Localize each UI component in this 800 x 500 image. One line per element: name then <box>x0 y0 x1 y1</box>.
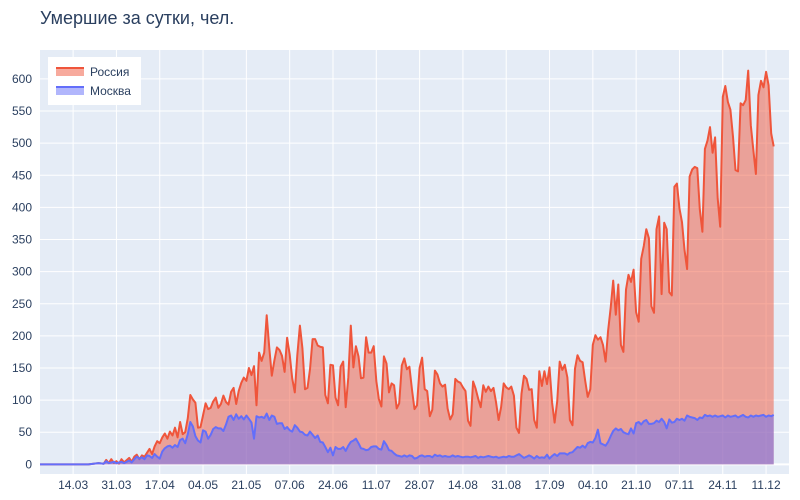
y-tick-label: 250 <box>12 297 32 311</box>
y-tick-label: 0 <box>25 457 32 471</box>
x-tick-label: 14.03 <box>58 478 88 492</box>
series-line-moscow[interactable] <box>40 412 775 466</box>
x-tick-label: 24.06 <box>318 478 348 492</box>
x-tick-label: 14.08 <box>448 478 478 492</box>
legend-swatch-russia <box>56 67 84 76</box>
chart-title: Умершие за сутки, чел. <box>40 8 235 28</box>
legend-swatch-moscow <box>56 86 84 95</box>
x-tick-label: 17.04 <box>145 478 175 492</box>
y-tick-label: 450 <box>12 168 32 182</box>
y-tick-label: 300 <box>12 265 32 279</box>
legend[interactable]: Россия Москва <box>48 57 141 105</box>
x-tick-label: 07.06 <box>275 478 305 492</box>
series-line-russia[interactable] <box>40 69 775 466</box>
y-tick-label: 350 <box>12 233 32 247</box>
x-tick-label: 24.11 <box>708 478 737 492</box>
series-area-moscow[interactable] <box>40 413 774 465</box>
y-tick-label: 550 <box>12 104 32 118</box>
x-tick-label: 21.05 <box>231 478 261 492</box>
legend-item-russia[interactable]: Россия <box>56 62 131 81</box>
y-tick-label: 50 <box>19 425 33 439</box>
y-tick-label: 600 <box>12 72 32 86</box>
x-tick-label: 28.07 <box>405 478 435 492</box>
x-tick-label: 11.12 <box>752 478 781 492</box>
y-tick-label: 150 <box>12 361 32 375</box>
x-tick-label: 31.03 <box>101 478 131 492</box>
x-tick-label: 17.09 <box>535 478 565 492</box>
tick-labels: 0 50 100 150 200 250 300 350 400 450 500 550 600 14.0… <box>12 72 781 492</box>
series-layer <box>40 69 775 466</box>
legend-label-russia: Россия <box>90 64 130 79</box>
x-tick-label: 04.05 <box>188 478 218 492</box>
y-tick-label: 400 <box>12 200 32 214</box>
legend-item-moscow[interactable]: Москва <box>56 81 131 100</box>
x-tick-label: 07.11 <box>665 478 694 492</box>
legend-label-moscow: Москва <box>90 83 131 98</box>
y-tick-label: 200 <box>12 329 32 343</box>
x-tick-label: 21.10 <box>621 478 651 492</box>
x-tick-label: 11.07 <box>362 478 391 492</box>
y-tick-label: 100 <box>12 393 32 407</box>
y-tick-label: 500 <box>12 136 32 150</box>
x-tick-label: 04.10 <box>578 478 608 492</box>
x-tick-label: 31.08 <box>491 478 521 492</box>
